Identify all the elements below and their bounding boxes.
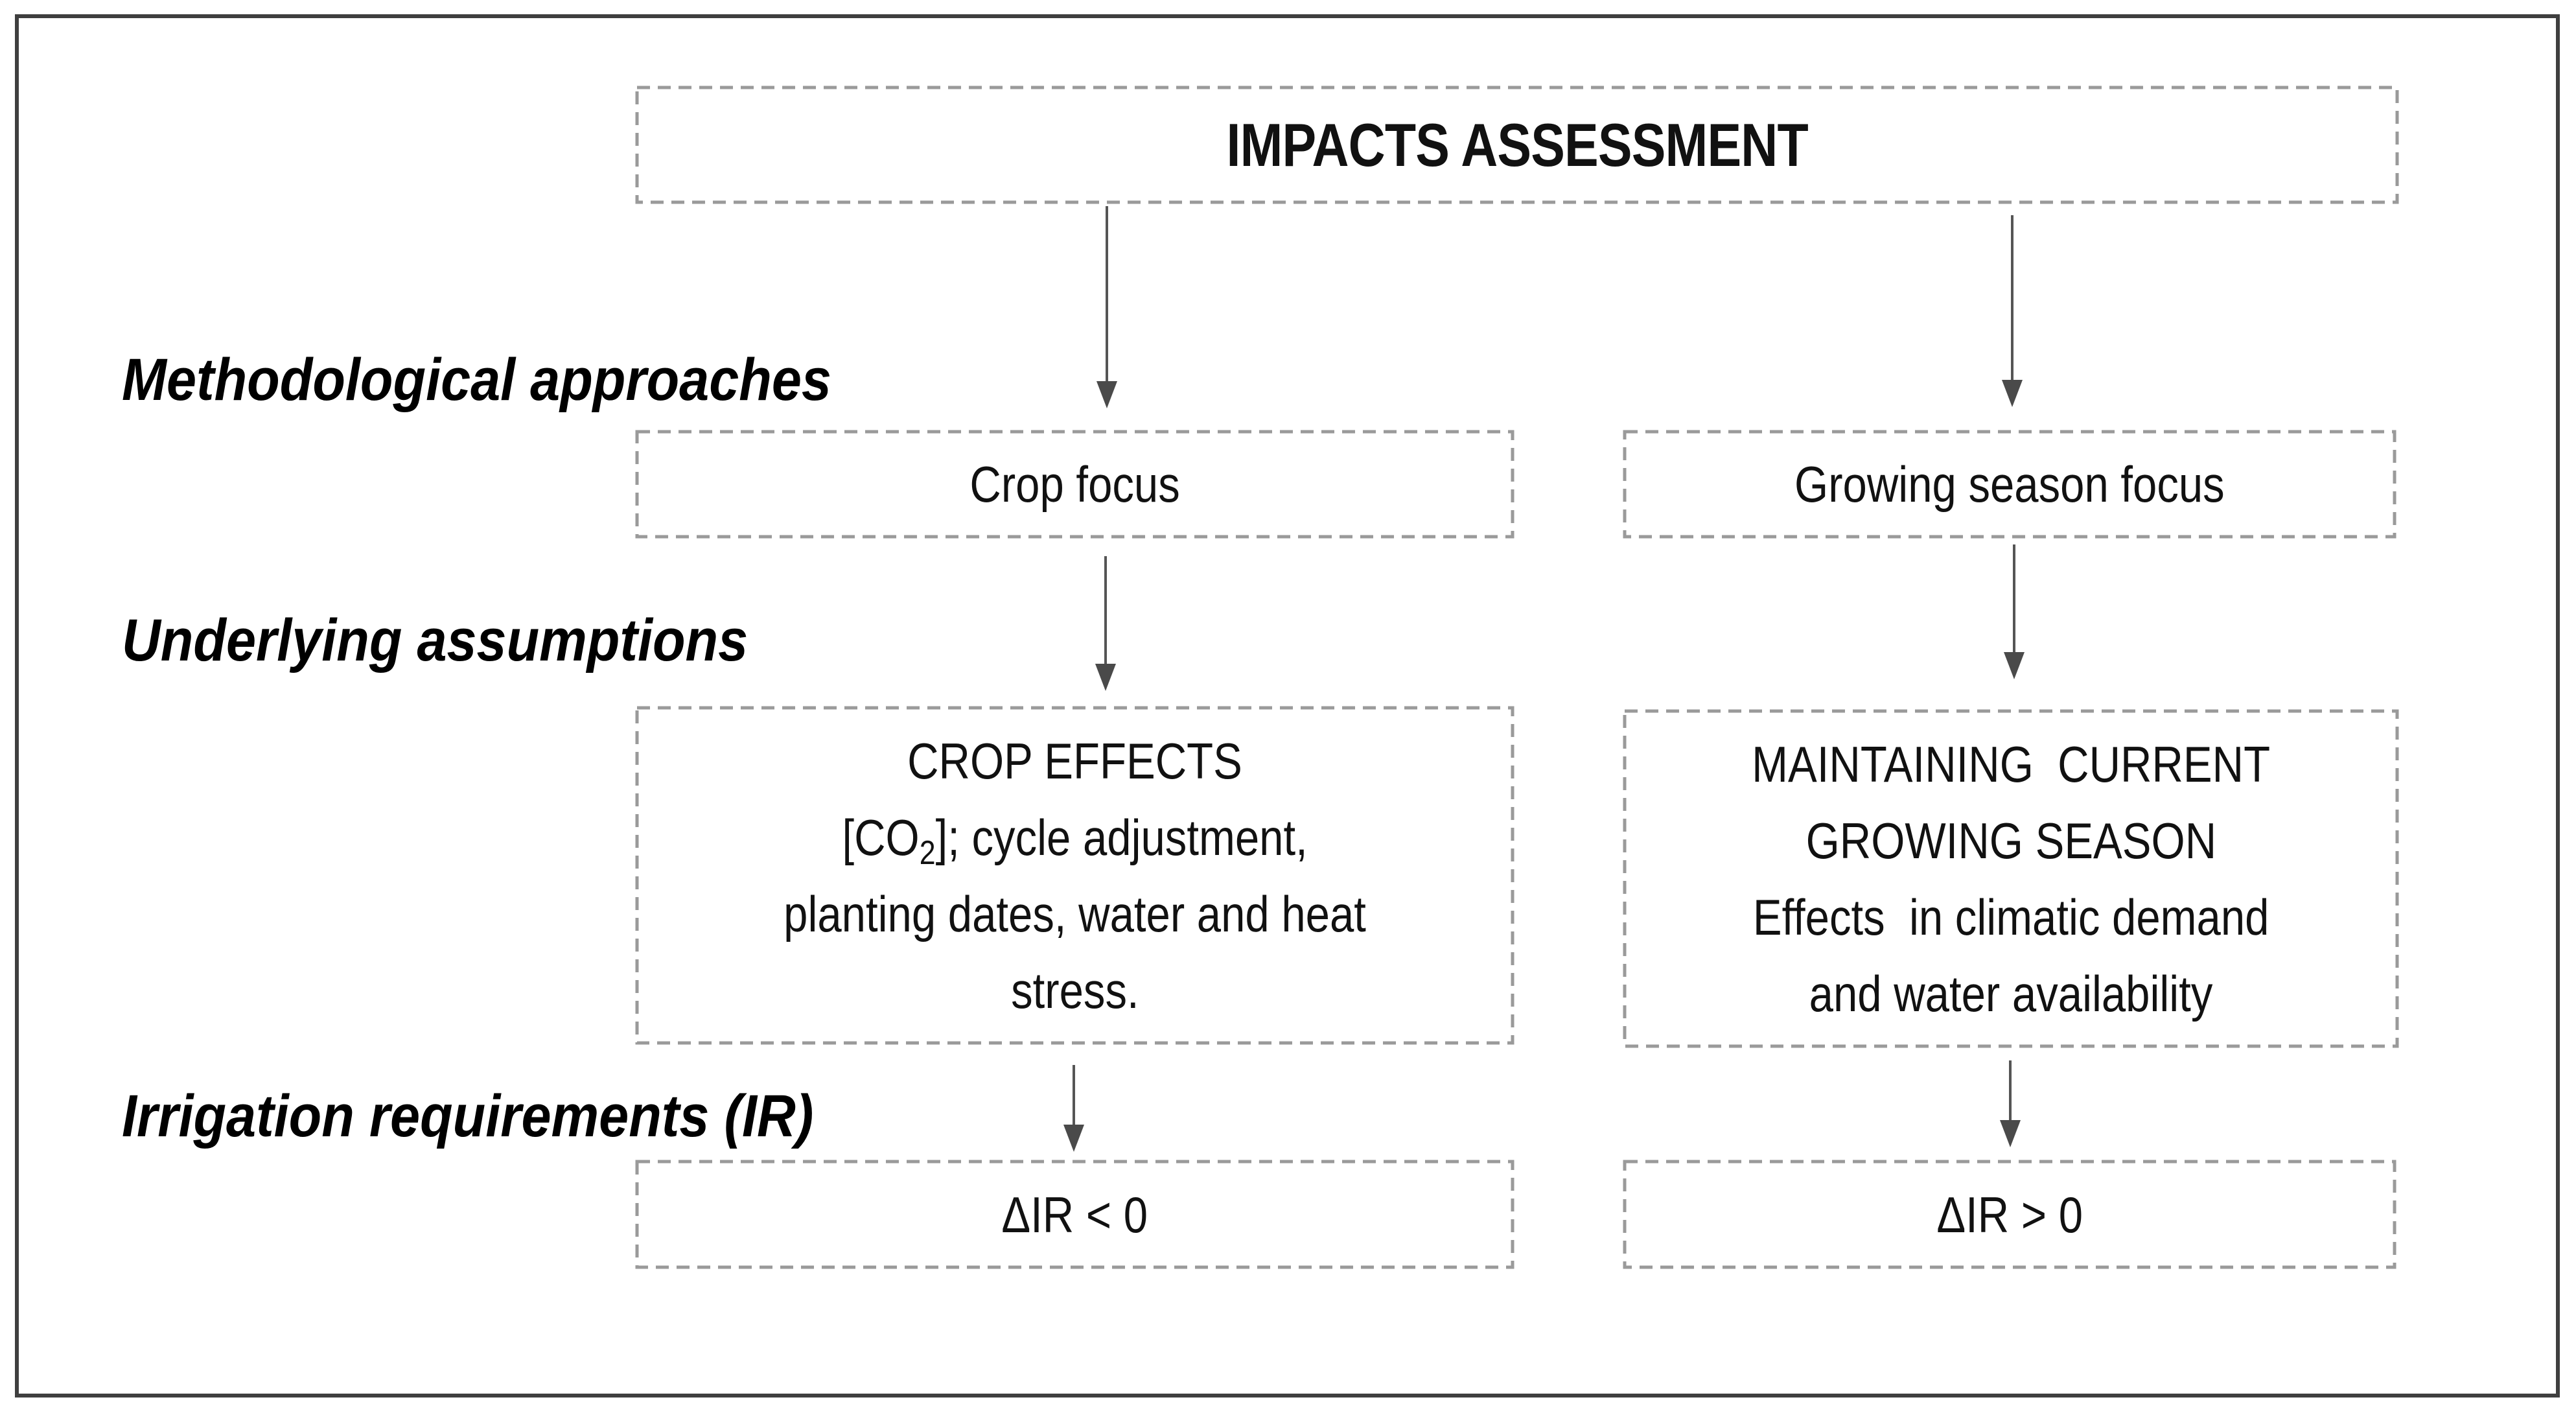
ir-decrease-box: ΔIR < 0 <box>635 1160 1514 1269</box>
arrow-down-icon <box>2001 544 2027 679</box>
crop-effects-line-1: [CO2]; cycle adjustment, <box>842 799 1307 876</box>
crop-effects-text: CROP EFFECTS [CO2]; cycle adjustment, pl… <box>736 723 1413 1029</box>
crop-effects-box: CROP EFFECTS [CO2]; cycle adjustment, pl… <box>635 706 1514 1045</box>
irrigation-requirements-label: Irrigation requirements (IR) <box>122 1083 814 1149</box>
arrow-down-icon <box>1061 1065 1087 1152</box>
growing-season-focus-label: Growing season focus <box>1794 456 2225 513</box>
maintaining-line-2: GROWING SEASON <box>1805 812 2216 869</box>
ir-increase-label: ΔIR > 0 <box>1936 1186 2083 1243</box>
arrow-down-icon <box>1999 215 2025 407</box>
co2-subscript: 2 <box>919 834 936 872</box>
maintaining-line-3: Effects in climatic demand <box>1752 888 2269 946</box>
crop-effects-heading: CROP EFFECTS <box>907 732 1242 789</box>
methodological-approaches-label: Methodological approaches <box>122 347 831 413</box>
crop-focus-label: Crop focus <box>969 456 1180 513</box>
arrow-down-icon <box>1997 1060 2023 1147</box>
maintaining-line-4: and water availability <box>1809 965 2213 1022</box>
maintaining-growing-season-text: MAINTAINING CURRENT GROWING SEASON Effec… <box>1710 726 2312 1032</box>
ir-increase-box: ΔIR > 0 <box>1623 1160 2396 1269</box>
crop-effects-line-3: stress. <box>1010 961 1139 1019</box>
maintaining-growing-season-box: MAINTAINING CURRENT GROWING SEASON Effec… <box>1623 709 2399 1048</box>
arrow-down-icon <box>1094 206 1120 408</box>
co2-suffix: ]; cycle adjustment, <box>935 808 1308 866</box>
impacts-assessment-title: IMPACTS ASSESSMENT <box>1226 110 1808 179</box>
co2-prefix: [CO <box>842 808 920 866</box>
arrow-down-icon <box>1093 556 1119 691</box>
crop-focus-box: Crop focus <box>635 430 1514 539</box>
underlying-assumptions-label: Underlying assumptions <box>122 607 748 673</box>
growing-season-focus-box: Growing season focus <box>1623 430 2396 539</box>
crop-effects-line-2: planting dates, water and heat <box>783 885 1366 942</box>
maintaining-line-1: MAINTAINING CURRENT <box>1752 735 2270 793</box>
impacts-assessment-box: IMPACTS ASSESSMENT <box>635 86 2399 204</box>
ir-decrease-label: ΔIR < 0 <box>1001 1186 1148 1243</box>
